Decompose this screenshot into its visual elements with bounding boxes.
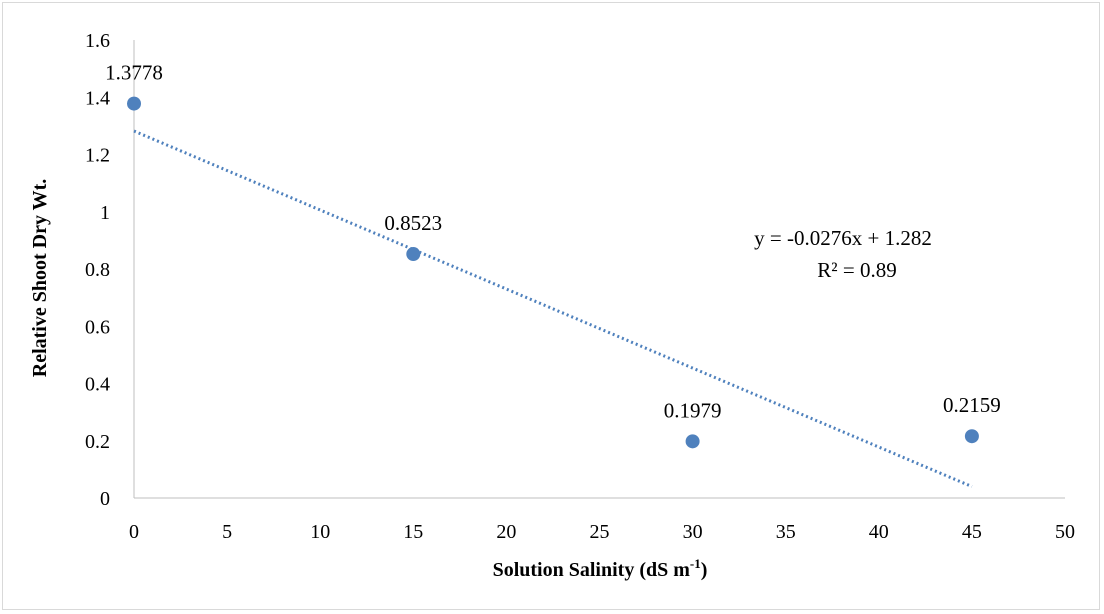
x-tick-label: 20 [496, 521, 516, 543]
x-tick-labels: 0 5 10 15 20 25 30 35 40 45 50 [129, 521, 1075, 543]
x-tick-label: 35 [776, 521, 796, 543]
x-tick-label: 50 [1055, 521, 1075, 543]
y-axis-title: Relative Shoot Dry Wt. [29, 179, 51, 378]
y-tick-label: 0 [100, 488, 110, 510]
x-axis-title-sup: -1 [690, 556, 701, 571]
data-points [127, 96, 979, 449]
data-label: 0.2159 [943, 393, 1001, 417]
data-point [127, 96, 141, 111]
data-label: 0.1979 [664, 398, 722, 422]
data-point [406, 247, 421, 262]
axes [133, 40, 1065, 499]
data-point [685, 434, 700, 449]
y-tick-label: 0.2 [85, 431, 110, 453]
data-label: 1.3778 [105, 61, 163, 85]
x-axis-title: Solution Salinity (dS m-1) [493, 556, 708, 581]
y-tick-label: 1.4 [85, 87, 110, 109]
x-tick-label: 25 [590, 521, 610, 543]
data-labels: 1.3778 0.8523 0.1979 0.2159 [105, 61, 1001, 423]
x-tick-label: 30 [683, 521, 703, 543]
y-tick-labels: 0 0.2 0.4 0.6 0.8 1 1.2 1.4 1.6 [85, 30, 110, 510]
x-tick-label: 45 [962, 521, 982, 543]
trendline-r2: R² = 0.89 [817, 258, 896, 282]
y-tick-label: 0.4 [85, 374, 110, 396]
x-axis-title-end: ) [701, 559, 708, 581]
data-point [964, 429, 979, 444]
trendline-equation: y = -0.0276x + 1.282 [754, 226, 932, 250]
trendline-group [133, 129, 973, 488]
data-label: 0.8523 [384, 211, 442, 235]
trendline [133, 129, 973, 488]
x-tick-label: 5 [222, 521, 232, 543]
x-tick-label: 0 [129, 521, 139, 543]
y-tick-label: 0.8 [85, 259, 110, 281]
x-tick-label: 15 [403, 521, 423, 543]
x-tick-label: 10 [310, 521, 330, 543]
y-tick-label: 0.6 [85, 316, 110, 338]
x-axis-title-main: Solution Salinity (dS m [493, 559, 691, 581]
y-tick-label: 1 [100, 202, 110, 224]
x-tick-label: 40 [869, 521, 889, 543]
y-tick-label: 1.6 [85, 30, 110, 52]
y-tick-label: 1.2 [85, 145, 110, 167]
